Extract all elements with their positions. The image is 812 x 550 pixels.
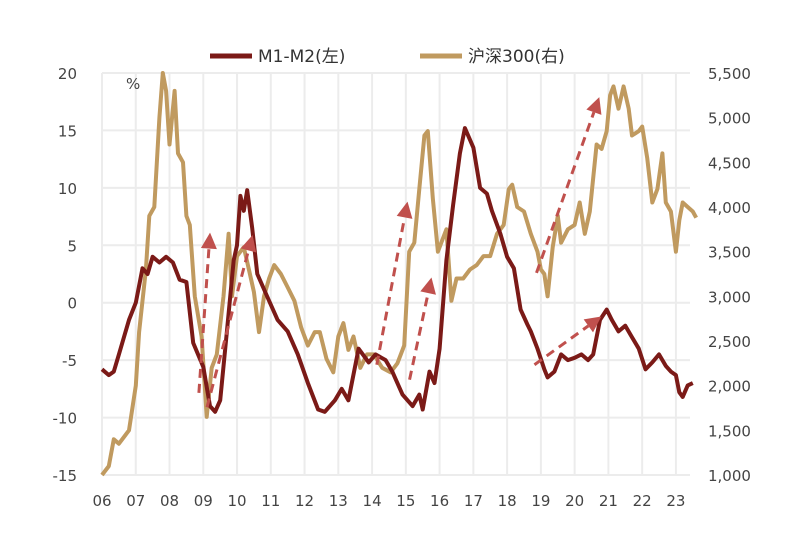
x-tick-label: 18 bbox=[498, 492, 517, 510]
series-lines bbox=[100, 71, 698, 477]
x-tick-label: 15 bbox=[396, 492, 415, 510]
series-line-csi300 bbox=[100, 71, 698, 477]
x-tick-label: 20 bbox=[565, 492, 584, 510]
x-tick-label: 08 bbox=[160, 492, 179, 510]
x-tick-label: 06 bbox=[92, 492, 111, 510]
legend-label-csi300: 沪深300(右) bbox=[468, 47, 565, 67]
x-tick-label: 16 bbox=[430, 492, 449, 510]
x-tick-label: 13 bbox=[329, 492, 348, 510]
right-tick-label: 5,000 bbox=[708, 110, 751, 128]
trend-arrow-head bbox=[240, 234, 257, 253]
trend-arrow-shaft bbox=[535, 111, 596, 274]
trend-arrow-head bbox=[396, 201, 413, 219]
x-tick-label: 07 bbox=[126, 492, 145, 510]
x-tick-label: 09 bbox=[194, 492, 213, 510]
x-tick-label: 17 bbox=[464, 492, 483, 510]
trend-arrow-shaft bbox=[197, 248, 211, 393]
left-tick-label: 10 bbox=[58, 180, 77, 198]
right-tick-label: 2,500 bbox=[708, 333, 751, 351]
right-tick-label: 2,000 bbox=[708, 378, 751, 396]
trend-arrow-shaft bbox=[205, 250, 250, 408]
axis-ticks: 20 15 10 5 0 -5 -10 -15 5,500 5,000 4,500 4,000 3,50… bbox=[53, 65, 751, 510]
right-tick-label: 4,500 bbox=[708, 154, 751, 172]
x-tick-label: 12 bbox=[295, 492, 314, 510]
x-tick-label: 10 bbox=[227, 492, 246, 510]
series-line-m1-m2 bbox=[100, 126, 694, 414]
trend-arrow-head bbox=[586, 97, 602, 115]
left-tick-label: 15 bbox=[58, 122, 77, 140]
left-tick-label: -15 bbox=[53, 467, 78, 485]
trend-arrows bbox=[197, 97, 602, 408]
right-tick-label: 3,000 bbox=[708, 288, 751, 306]
trend-arrow-shaft bbox=[408, 292, 430, 380]
x-tick-label: 11 bbox=[261, 492, 280, 510]
trend-arrow-head bbox=[200, 232, 217, 250]
gridlines bbox=[101, 72, 690, 476]
right-tick-label: 5,500 bbox=[708, 65, 751, 83]
x-tick-label: 19 bbox=[531, 492, 550, 510]
right-tick-label: 4,000 bbox=[708, 199, 751, 217]
right-tick-label: 1,000 bbox=[708, 467, 751, 485]
trend-arrow-head bbox=[583, 316, 602, 333]
trend-arrow-shaft bbox=[533, 324, 590, 366]
left-tick-label: -10 bbox=[53, 410, 78, 428]
x-tick-label: 22 bbox=[633, 492, 652, 510]
trend-arrow-shaft bbox=[375, 217, 407, 366]
right-tick-label: 1,500 bbox=[708, 422, 751, 440]
x-tick-label: 14 bbox=[363, 492, 382, 510]
left-tick-label: 20 bbox=[58, 65, 77, 83]
x-tick-label: 23 bbox=[666, 492, 685, 510]
legend-label-m1-m2: M1-M2(左) bbox=[258, 47, 345, 67]
trend-arrow-head bbox=[420, 277, 436, 295]
left-tick-label: -5 bbox=[62, 352, 77, 370]
legend: M1-M2(左) 沪深300(右) bbox=[210, 47, 565, 67]
right-tick-label: 3,500 bbox=[708, 244, 751, 262]
left-tick-label: 0 bbox=[67, 295, 77, 313]
x-tick-label: 21 bbox=[599, 492, 618, 510]
left-tick-label: 5 bbox=[67, 237, 77, 255]
left-axis-unit-label: % bbox=[126, 75, 140, 93]
